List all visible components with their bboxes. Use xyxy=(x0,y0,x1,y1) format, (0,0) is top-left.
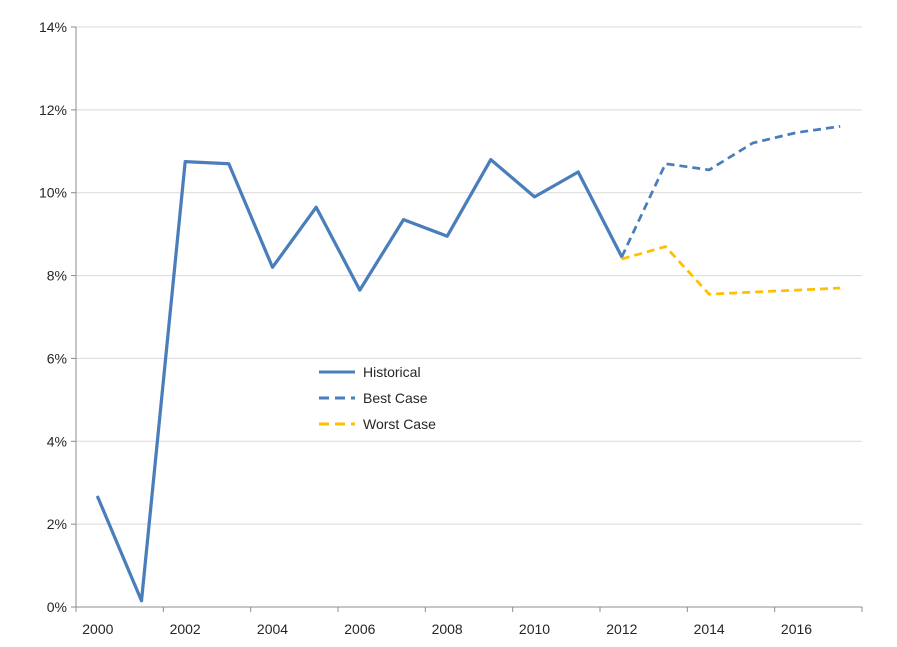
legend-label-historical: Historical xyxy=(363,364,421,380)
y-axis-tick-label: 14% xyxy=(39,19,67,35)
best-case-line-swatch xyxy=(319,396,355,400)
x-axis-tick-label: 2008 xyxy=(432,621,463,637)
series-line-best-case xyxy=(620,125,841,258)
legend-item-best-case: Best Case xyxy=(318,388,436,408)
x-axis-tick-label: 2002 xyxy=(170,621,201,637)
historical-line-swatch xyxy=(319,370,355,374)
y-axis-tick-label: 2% xyxy=(47,516,67,532)
x-axis-tick-label: 2004 xyxy=(257,621,288,637)
chart-legend: Historical Best Case Worst Case xyxy=(318,362,436,434)
x-axis-tick-label: 2006 xyxy=(344,621,375,637)
x-axis-tick-label: 2000 xyxy=(82,621,113,637)
series-line-historical xyxy=(96,157,624,603)
legend-label-worst-case: Worst Case xyxy=(363,416,436,432)
x-axis-tick-label: 2012 xyxy=(606,621,637,637)
legend-label-best-case: Best Case xyxy=(363,390,428,406)
y-axis-tick-label: 4% xyxy=(47,433,67,449)
y-axis-tick-label: 10% xyxy=(39,185,67,201)
x-axis-tick-label: 2016 xyxy=(781,621,812,637)
y-axis-tick-label: 12% xyxy=(39,102,67,118)
worst-case-line-swatch xyxy=(319,422,355,426)
series-line-worst-case xyxy=(621,245,841,296)
legend-item-worst-case: Worst Case xyxy=(318,414,436,434)
legend-item-historical: Historical xyxy=(318,362,436,382)
y-axis-tick-label: 6% xyxy=(47,350,67,366)
x-axis-tick-label: 2010 xyxy=(519,621,550,637)
y-axis-tick-label: 8% xyxy=(47,268,67,284)
x-axis-tick-label: 2014 xyxy=(694,621,725,637)
y-axis-tick-label: 0% xyxy=(47,599,67,615)
